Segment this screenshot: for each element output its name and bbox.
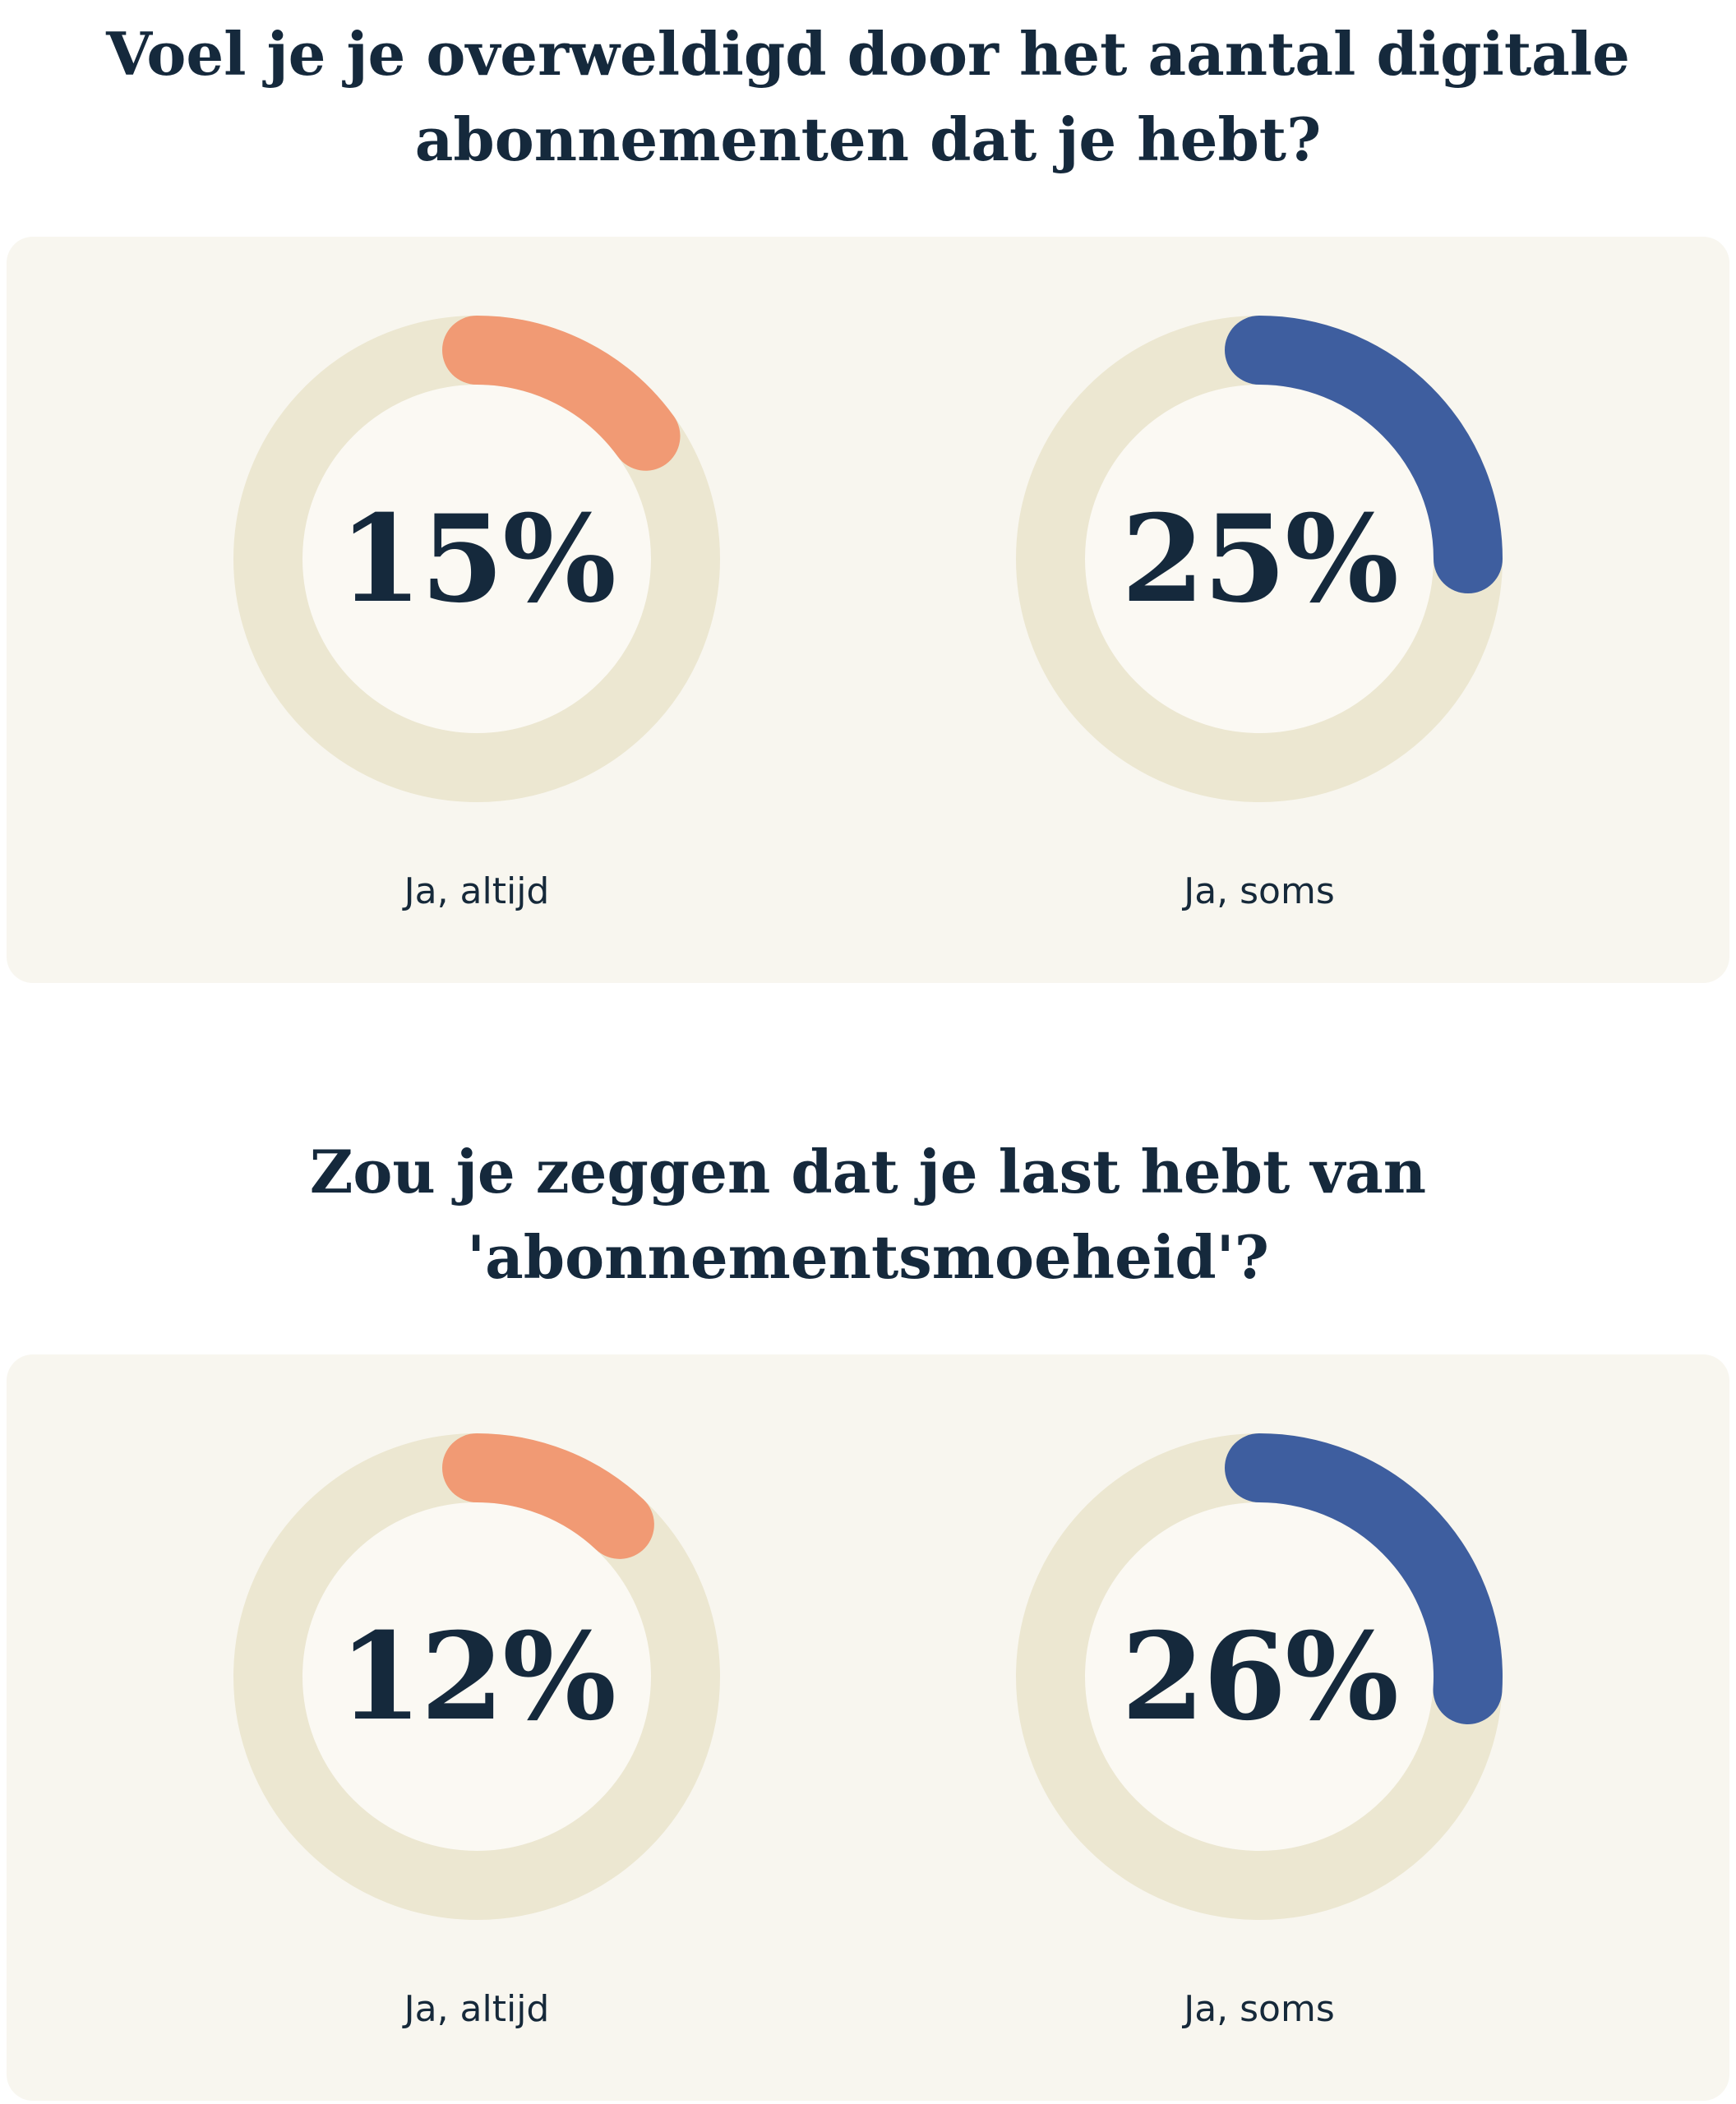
donut-wrap: 26% [1016,1433,1503,1920]
donut-wrap: 12% [233,1433,720,1920]
question-section-2: Zou je zeggen dat je last hebt van 'abon… [0,1129,1736,2101]
donut-arc [1016,1433,1503,1920]
question-title: Zou je zeggen dat je last hebt van 'abon… [309,1137,1427,1292]
results-card: 15% Ja, altijd 25% Ja, soms [7,237,1729,983]
donut-value: 15% [339,488,616,630]
question-title: Voel je je overweldigd door het aantal d… [106,19,1630,174]
donut-wrap: 25% [1016,316,1503,802]
donut-chart: 25% Ja, soms [868,316,1651,912]
donut-value: 12% [339,1606,616,1747]
donut-value: 26% [1121,1606,1399,1747]
page-root: Voel je je overweldigd door het aantal d… [0,12,1736,2101]
donut-arc [233,1433,720,1920]
donut-label: Ja, soms [1184,1988,1335,2030]
donut-svg [1016,1433,1503,1920]
results-card: 12% Ja, altijd 26% Ja, soms [7,1354,1729,2101]
donut-wrap: 15% [233,316,720,802]
donut-chart: 12% Ja, altijd [85,1433,868,2030]
donut-arc [233,316,720,802]
donut-inner-disc [302,385,651,733]
donut-inner-disc [1085,385,1434,733]
donut-label: Ja, altijd [404,870,550,912]
donut-value: 25% [1121,488,1399,630]
question-section-1: Voel je je overweldigd door het aantal d… [0,12,1736,983]
donut-inner-disc [302,1502,651,1851]
donut-chart: 15% Ja, altijd [85,316,868,912]
donut-label: Ja, soms [1184,870,1335,912]
donut-arc [1016,316,1503,802]
donut-svg [1016,316,1503,802]
donut-svg [233,316,720,802]
donut-svg [233,1433,720,1920]
donut-inner-disc [1085,1502,1434,1851]
donut-label: Ja, altijd [404,1988,550,2030]
donut-chart: 26% Ja, soms [868,1433,1651,2030]
